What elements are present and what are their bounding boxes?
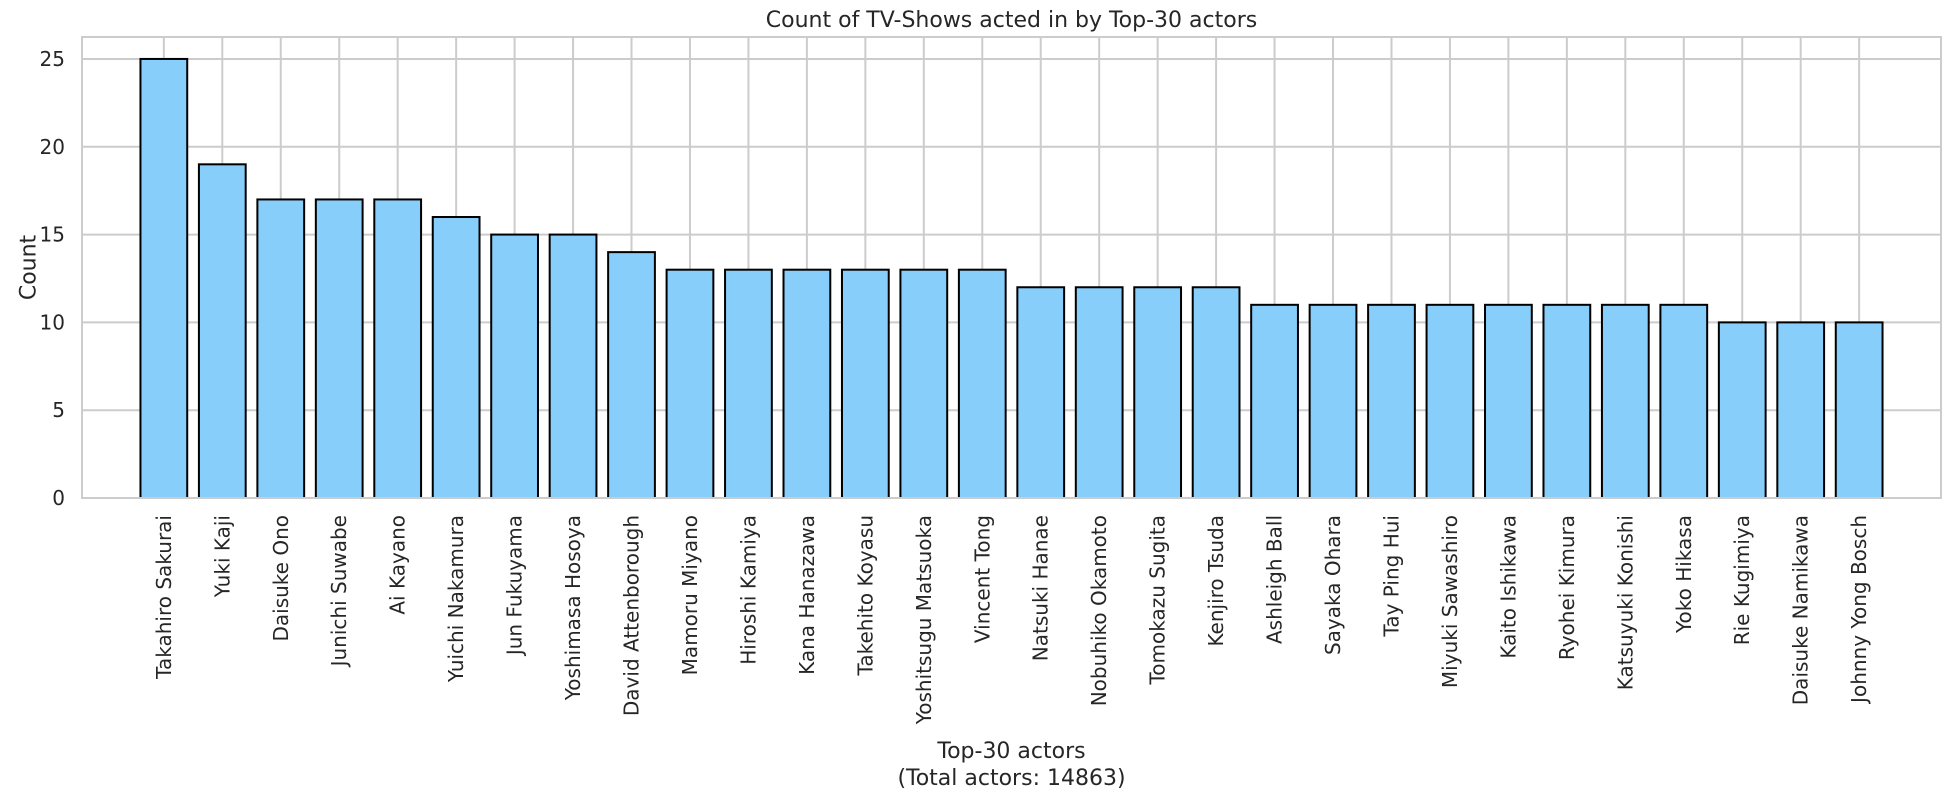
x-tick-label: Kana Hanazawa	[795, 515, 819, 675]
bar	[1074, 286, 1124, 499]
x-tick-label: Yoshimasa Hosoya	[561, 515, 585, 701]
bar	[1542, 303, 1592, 500]
x-tick-label: Tomokazu Sugita	[1146, 515, 1170, 686]
bar	[782, 268, 832, 500]
x-axis-title: Top-30 actors	[936, 739, 1085, 764]
x-tick-label: Yoshitsugu Matsuoka	[912, 515, 936, 725]
x-tick-label: Yuki Kaji	[210, 515, 234, 598]
x-tick-label: Hiroshi Kamiya	[736, 515, 760, 665]
plot-frame	[81, 36, 1942, 499]
x-tick-label: Takehito Koyasu	[853, 515, 877, 677]
x-tick-label: Jun Fukuyama	[503, 515, 527, 657]
y-tick-label: 10	[40, 310, 65, 334]
x-tick-label: Takahiro Sakurai	[152, 515, 176, 680]
x-tick-label: Daisuke Namikawa	[1789, 515, 1813, 705]
x-tick-label: Vincent Tong	[970, 515, 994, 643]
y-tick-label: 15	[40, 223, 65, 247]
bar	[1484, 303, 1533, 500]
bar	[490, 233, 539, 499]
bar	[1425, 303, 1475, 500]
x-tick-label: David Attenborough	[620, 515, 644, 716]
x-tick-label: Natsuki Hanae	[1029, 515, 1053, 661]
bar	[899, 268, 949, 500]
bar	[1776, 321, 1826, 499]
bar	[373, 198, 423, 499]
bar	[607, 251, 656, 499]
bar	[957, 268, 1007, 500]
bar	[1133, 286, 1183, 499]
x-tick-label: Nobuhiko Okamoto	[1087, 515, 1111, 706]
bar	[724, 268, 773, 500]
x-tick-label: Mamoru Miyano	[678, 515, 702, 675]
bar	[1367, 303, 1416, 500]
y-axis-title: Count	[17, 234, 42, 300]
x-tick-label: Daisuke Ono	[269, 515, 293, 642]
bar	[314, 198, 364, 499]
x-tick-label: Katsuyuki Konishi	[1613, 515, 1637, 690]
x-tick-labels: Takahiro Sakurai Yuki Kaji Daisuke Ono Juni…	[152, 515, 1871, 725]
x-axis-subtitle: (Total actors: 14863)	[897, 766, 1125, 791]
bar	[1250, 303, 1299, 500]
bar	[1717, 321, 1767, 499]
x-tick-label: Sayaka Ohara	[1321, 515, 1345, 655]
bars	[139, 57, 1884, 500]
bar	[139, 57, 189, 499]
bar	[840, 268, 890, 500]
bar	[431, 216, 481, 499]
x-tick-label: Yoko Hikasa	[1672, 515, 1696, 634]
x-tick-label: Ashleigh Ball	[1263, 515, 1287, 644]
x-tick-label: Ai Kayano	[386, 515, 410, 615]
x-tick-label: Kaito Ishikawa	[1496, 515, 1520, 659]
y-tick-labels: 0 5 10 15 20 25	[40, 47, 65, 510]
bar	[1191, 286, 1241, 499]
chart-title: Count of TV-Shows acted in by Top-30 act…	[766, 8, 1257, 33]
bar	[548, 233, 598, 499]
y-tick-label: 20	[40, 135, 65, 159]
x-tick-label: Johnny Yong Bosch	[1847, 515, 1871, 705]
bar	[1659, 303, 1709, 500]
bar	[197, 163, 247, 499]
y-tick-label: 25	[40, 47, 65, 71]
x-tick-label: Miyuki Sawashiro	[1438, 515, 1462, 688]
x-tick-label: Tay Ping Hui	[1379, 515, 1403, 638]
bar	[665, 268, 715, 500]
bar	[1834, 321, 1884, 499]
y-tick-label: 5	[52, 398, 65, 422]
x-tick-label: Yuichi Nakamura	[444, 515, 468, 683]
y-tick-label: 0	[52, 486, 65, 510]
x-tick-label: Junichi Suwabe	[327, 515, 351, 668]
bar	[1308, 303, 1358, 500]
bar	[256, 198, 306, 499]
bar	[1600, 303, 1650, 500]
x-tick-label: Rie Kugimiya	[1730, 515, 1754, 645]
x-tick-label: Kenjiro Tsuda	[1204, 515, 1228, 647]
x-tick-label: Ryohei Kimura	[1555, 515, 1579, 660]
bar	[1016, 286, 1066, 499]
